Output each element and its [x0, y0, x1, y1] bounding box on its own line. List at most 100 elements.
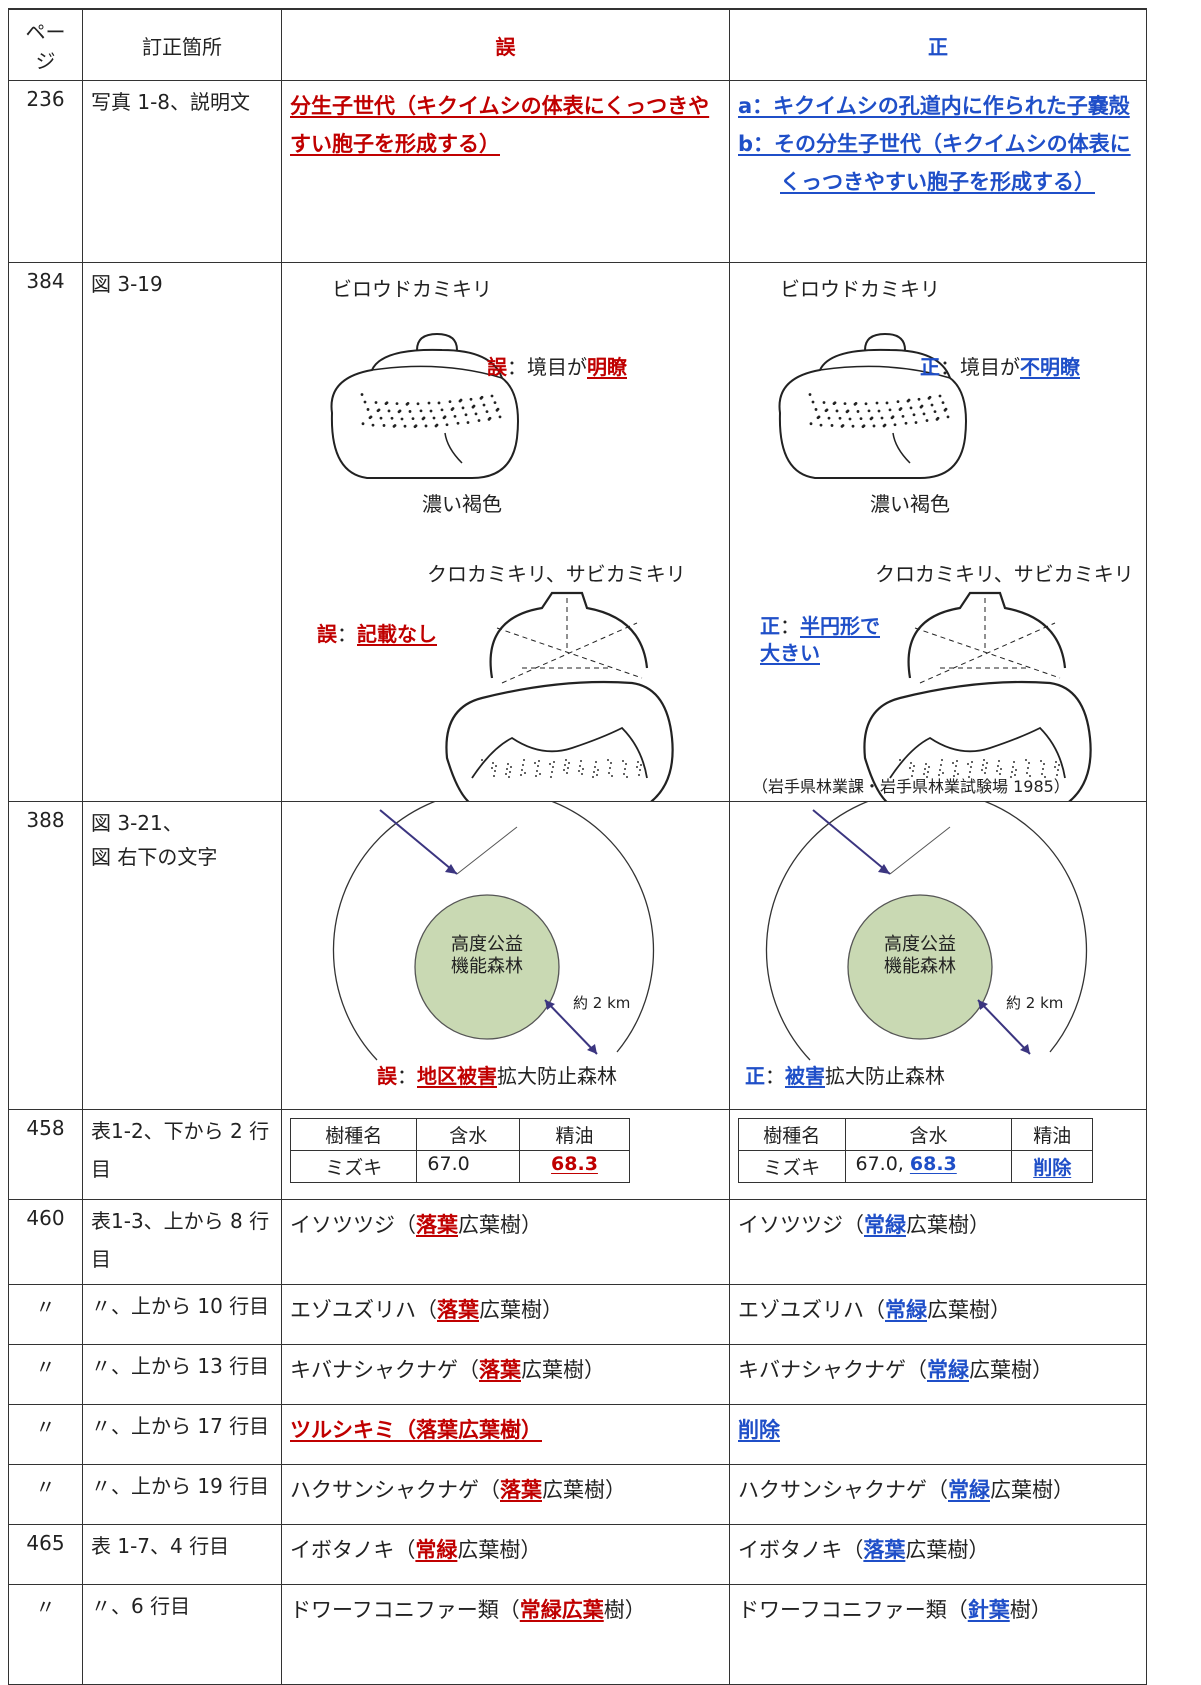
dot: [480, 395, 484, 399]
location-line: 〃、上から 13 行目: [91, 1354, 270, 1378]
dot: [971, 761, 973, 763]
dot: [550, 776, 552, 778]
location-cell: 図 3-19: [82, 262, 282, 802]
text: ハクサンシャクナゲ（: [738, 1478, 948, 1502]
row: 384 図 3-19 ビロウドカミキリ 誤：境目が明瞭 濃い褐色 クロカミキリ、サビカミキ…: [8, 262, 1147, 802]
dot: [996, 770, 998, 772]
wrong-cell: ツルシキミ（落葉広葉樹）: [281, 1404, 730, 1465]
text: 広葉樹）: [927, 1298, 1011, 1322]
larva-drawing: [864, 332, 906, 351]
emphasis: 削除: [1033, 1157, 1072, 1179]
dot: [567, 767, 569, 769]
dot: [472, 404, 476, 408]
dot: [537, 765, 539, 767]
dot: [552, 766, 554, 768]
mini-cell: ミズキ: [738, 1150, 846, 1183]
text: ：境目が: [940, 355, 1020, 379]
dot: [953, 775, 955, 777]
dot: [623, 773, 625, 775]
dot: [927, 771, 929, 773]
dot: [846, 409, 850, 413]
dot: [625, 763, 627, 765]
location-line: 図 3-19: [91, 272, 163, 296]
dot: [379, 416, 383, 420]
dot: [493, 401, 497, 404]
errata-table: ページ 訂正箇所 誤 正 236 写真 1-8、説明文 分生子世代（キクイムシの体表…: [8, 8, 1147, 1685]
emphasis: 常緑: [885, 1298, 927, 1322]
emphasis: 削除: [738, 1418, 780, 1442]
mini-cell: ミズキ: [289, 1150, 418, 1183]
dot: [580, 760, 582, 762]
dot: [864, 402, 868, 406]
mini-cell: 削除: [1011, 1150, 1093, 1183]
dot: [814, 408, 818, 411]
paragraph: ハクサンシャクナゲ（常緑広葉樹）: [738, 1471, 1138, 1509]
dot: [593, 771, 595, 773]
mini-cell: 67.0: [416, 1150, 520, 1183]
dot: [954, 770, 956, 772]
text: 広葉樹）: [905, 1538, 990, 1562]
dot: [1058, 764, 1060, 766]
dot: [920, 404, 924, 408]
label-mark: 誤: [487, 355, 507, 379]
dot: [968, 776, 970, 778]
guide: [889, 826, 951, 875]
row: 236 写真 1-8、説明文 分生子世代（キクイムシの体表にくっつきやすい胞子を形成…: [8, 80, 1147, 263]
mini-header-cell: 含水: [416, 1118, 520, 1151]
location-cell: 表 1-7、4 行目: [82, 1524, 282, 1585]
dot: [549, 763, 551, 765]
dot: [581, 773, 583, 775]
dot: [390, 416, 394, 420]
mini-table: 樹種名 含水 精油 ミズキ 67.0, 68.3 削除: [738, 1118, 1093, 1183]
species-label: クロカミキリ、サビカミキリ: [427, 562, 686, 586]
text: 広葉樹）: [521, 1358, 605, 1382]
mini-header: 樹種名 含水 精油: [289, 1118, 631, 1151]
location-line: 〃、上から 10 行目: [91, 1294, 270, 1318]
dot: [1010, 776, 1012, 778]
dot: [490, 394, 494, 398]
wrong-cell: 樹種名 含水 精油 ミズキ 67.0 68.3: [281, 1109, 730, 1200]
emphasis: 常緑: [864, 1213, 906, 1237]
larva-drawing: [863, 680, 1092, 801]
dot: [880, 416, 884, 420]
text: 広葉樹）: [457, 1538, 542, 1562]
dot: [896, 400, 900, 404]
dot: [563, 769, 565, 771]
mini-header-cell: 精油: [518, 1118, 631, 1151]
dot: [1055, 761, 1057, 763]
text: イソツツジ（: [738, 1213, 864, 1237]
paragraph: キバナシャクナゲ（落葉広葉樹）: [290, 1351, 721, 1389]
dot: [808, 393, 812, 396]
dot: [377, 408, 381, 412]
dot: [564, 764, 566, 766]
dot: [1054, 766, 1056, 768]
dot: [877, 409, 881, 413]
source: （岩手県林業課・岩手県林業試験場 1985）: [752, 777, 1070, 796]
emphasis: 落葉: [863, 1538, 906, 1562]
right-cell: ハクサンシャクナゲ（常緑広葉樹）: [729, 1464, 1147, 1525]
paragraph: a：キクイムシの孔道内に作られた子嚢殻: [738, 87, 1138, 125]
dot: [1043, 763, 1045, 765]
dot: [928, 766, 930, 768]
location-line: 表1-2、下から 2 行目: [91, 1119, 270, 1181]
dot: [638, 774, 640, 776]
text: 67.0,: [855, 1153, 910, 1175]
emphasis: 明瞭: [587, 355, 627, 379]
dot: [579, 765, 581, 767]
text: キバナシャクナゲ（: [738, 1358, 927, 1382]
mini-cell: 67.0, 68.3: [844, 1150, 1013, 1183]
dot: [985, 767, 987, 769]
wrong-cell: キバナシャクナゲ（落葉広葉樹）: [281, 1344, 730, 1405]
dot: [986, 762, 988, 764]
zone-label-line: 機能森林: [451, 956, 523, 977]
dot: [485, 410, 489, 414]
right-cell: ドワーフコニファー類（針葉樹）: [729, 1584, 1147, 1685]
location-line: 表1-3、上から 8 行目: [91, 1209, 270, 1271]
dot: [411, 417, 415, 420]
species-label: クロカミキリ、サビカミキリ: [875, 562, 1134, 586]
dot: [904, 421, 908, 425]
dot: [440, 408, 444, 412]
dot: [416, 402, 420, 406]
arrow: [977, 999, 1031, 1055]
callout: 誤：記載なし: [317, 618, 437, 647]
